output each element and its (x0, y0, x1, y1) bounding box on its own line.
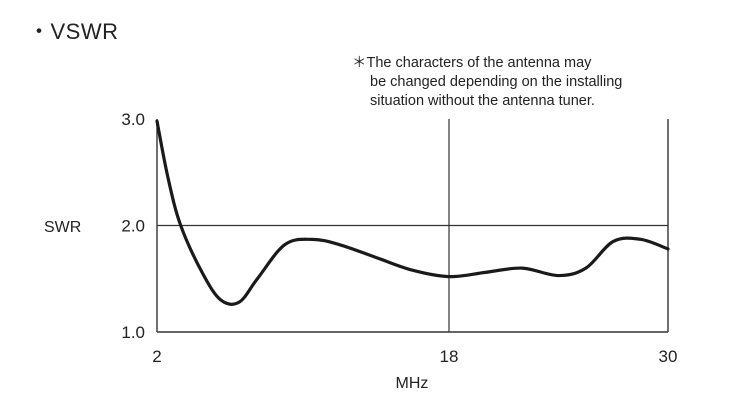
series-group (155, 119, 670, 306)
chart-title: ・VSWR (28, 19, 119, 44)
swr-series-line (155, 119, 670, 306)
note-line-3: situation without the antenna tuner. (370, 93, 595, 109)
note-line-1: ＊The characters of the antenna may (352, 55, 592, 71)
y-tick-label: 3.0 (121, 110, 145, 129)
x-tick-label: 2 (152, 347, 161, 366)
tick-labels: 2 18 30 1.0 2.0 3.0 (121, 110, 677, 366)
grid-lines (157, 119, 668, 332)
x-tick-label: 30 (659, 347, 678, 366)
y-tick-label: 2.0 (121, 217, 145, 236)
y-axis-label: SWR (44, 219, 81, 236)
x-tick-label: 18 (440, 347, 459, 366)
y-tick-label: 1.0 (121, 323, 145, 342)
x-axis-label: MHz (396, 375, 429, 392)
note-line-2: be changed depending on the installing (370, 74, 623, 90)
chart-note: ＊The characters of the antenna may be ch… (352, 54, 622, 111)
